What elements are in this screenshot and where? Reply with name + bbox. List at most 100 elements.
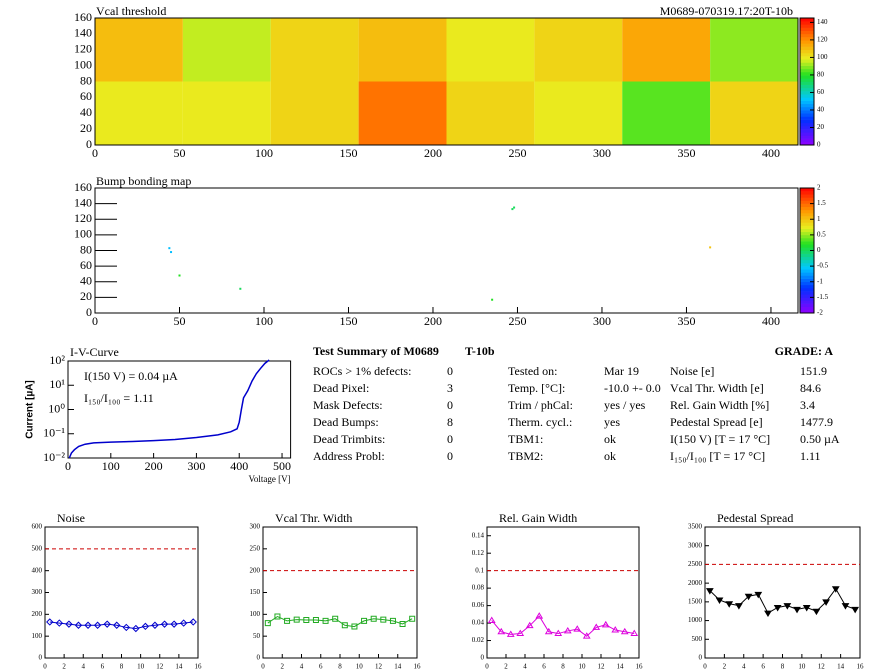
y-tick-label: 500 [692,635,703,643]
colorbar-cell [800,94,814,98]
y-tick-label: 600 [32,523,43,531]
heatmap-cell [534,18,623,82]
colorbar-cell [800,100,814,105]
x-tick-label: 6 [319,663,323,671]
colorbar-label: 0 [817,246,821,254]
chart-label: M0689-070319.17:20T-10b [660,4,793,18]
y-tick-label: 10² [49,353,65,367]
summary-value: 0 [447,449,453,463]
x-tick-label: 8 [120,663,124,671]
data-marker [487,616,496,623]
y-tick-label: 10⁻² [43,450,65,464]
x-tick-label: 8 [781,663,785,671]
data-marker [399,620,406,627]
x-tick-label: 200 [145,459,163,473]
y-tick-label: 120 [74,211,92,225]
colorbar-cell [800,219,814,223]
colorbar-cell [800,21,814,25]
x-tick-label: 12 [156,663,164,671]
colorbar-cell [800,40,814,44]
summary-value: Mar 19 [604,364,639,378]
y-tick-label: 1500 [688,597,703,605]
y-tick-label: 0.02 [472,636,485,644]
x-tick-label: 250 [508,146,526,160]
colorbar-cell [800,116,814,120]
x-tick-label: 0 [703,663,707,671]
colorbar-cell [800,256,814,261]
data-marker [141,622,150,631]
data-marker [793,606,801,614]
summary-value: 0 [447,398,453,412]
colorbar-cell [800,135,814,139]
colorbar-cell [800,18,814,22]
summary-value: 151.9 [800,364,827,378]
data-marker [132,624,140,633]
colorbar-label: -1.5 [817,293,829,301]
x-tick-label: 400 [762,314,780,328]
colorbar-cell [800,49,814,54]
colorbar-label: 140 [817,18,828,26]
colorbar-cell [800,234,814,239]
y-tick-label: 250 [250,544,261,552]
x-tick-label: 500 [273,459,291,473]
data-marker [582,632,591,639]
colorbar-cell [800,191,814,195]
y-tick-label: 2500 [688,560,703,568]
y-tick-label: 10⁻¹ [43,426,65,440]
bump-point [168,247,171,250]
plot-frame [704,526,861,659]
chart-title: Pedestal Spread [717,511,793,525]
colorbar-cell [800,281,814,286]
y-tick-label: 100 [74,57,92,71]
summary-label: ROCs > 1% defects: [313,364,411,378]
heatmap-cell [446,81,535,145]
summary-label: Address Probl: [313,449,385,463]
y-tick-label: 80 [80,73,92,87]
heatmap-cell [358,81,447,145]
summary-label: Dead Pixel: [313,381,369,395]
data-marker [525,621,534,629]
summary-label: Rel. Gain Width [%] [670,398,769,412]
data-marker [380,616,387,623]
y-tick-label: 200 [32,610,43,618]
x-tick-label: 4 [82,663,86,671]
summary-value: yes [604,415,620,429]
y-tick-label: 100 [250,610,261,618]
colorbar-label: 0.5 [817,230,826,238]
heatmap-cell [182,18,271,82]
heatmap-cell [534,81,623,145]
x-tick-label: 10 [579,663,587,671]
x-tick-label: 400 [230,459,248,473]
bump-point [491,298,494,301]
summary-value: yes / yes [604,398,646,412]
summary-value: 8 [447,415,453,429]
colorbar-label: -1 [817,277,823,285]
x-tick-label: 16 [857,663,865,671]
summary-value: 1.11 [800,449,821,463]
x-tick-label: 8 [338,663,342,671]
y-tick-label: 0 [86,137,92,151]
x-tick-label: 14 [394,663,402,671]
colorbar-cell [800,46,814,51]
colorbar-cell [800,288,814,292]
y-tick-label: 200 [250,566,261,574]
data-marker [341,622,348,629]
data-marker [497,627,506,635]
x-tick-label: 6 [542,663,546,671]
summary-tag: T-10b [465,344,495,358]
y-tick-label: 0.12 [472,549,485,557]
summary-label: TBM2: [508,449,543,463]
data-marker [351,623,358,630]
y-axis-label: Current [µA] [25,380,36,439]
x-tick-label: 4 [742,663,746,671]
heatmap-cell [358,18,447,82]
summary-value: ok [604,432,616,446]
colorbar-cell [800,194,814,198]
colorbar-cell [800,30,814,35]
x-tick-label: 4 [523,663,527,671]
colorbar-cell [800,65,814,70]
colorbar-cell [800,59,814,63]
x-tick-label: 2 [281,663,285,671]
data-marker [55,619,64,627]
colorbar-cell [800,188,814,192]
